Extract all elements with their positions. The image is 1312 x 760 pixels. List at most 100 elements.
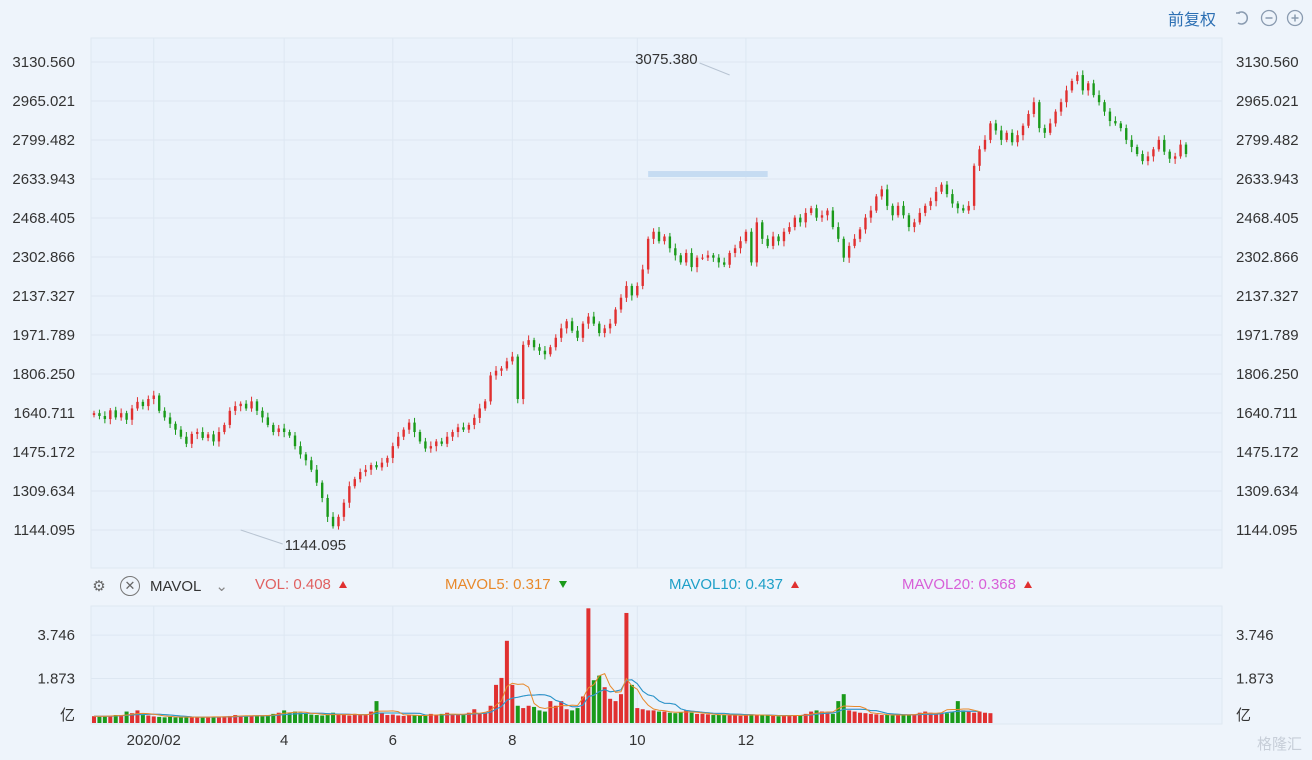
candle-body <box>1032 102 1036 114</box>
candle-body <box>266 417 270 425</box>
candle-body <box>473 417 476 425</box>
candle-body <box>147 399 150 407</box>
volume-bar <box>504 640 509 723</box>
volume-bar <box>450 714 455 723</box>
zoom-out-icon[interactable] <box>1260 9 1278 27</box>
candle-body <box>636 285 639 296</box>
volume-bar <box>597 675 602 723</box>
volume-bar <box>613 701 618 723</box>
volume-bar <box>901 715 906 723</box>
volume-unit-right: 亿 <box>1236 707 1251 724</box>
volume-bar <box>651 710 656 723</box>
candle-body <box>141 401 145 407</box>
volume-bar <box>629 684 634 723</box>
volume-bar <box>211 717 216 723</box>
volume-bar <box>347 715 352 723</box>
undo-icon[interactable] <box>1234 9 1252 27</box>
candle-body <box>1081 75 1084 91</box>
y-tick-label-right: 2302.866 <box>1236 249 1299 266</box>
volume-bar <box>466 712 471 723</box>
volume-bar <box>130 713 135 723</box>
volume-bar <box>646 710 651 723</box>
candle-body <box>109 410 112 420</box>
candle-body <box>516 356 519 400</box>
candle-body <box>842 238 845 258</box>
volume-bar <box>988 713 993 723</box>
volume-bar <box>559 701 564 723</box>
candle-body <box>739 241 742 249</box>
volume-bar <box>771 715 776 723</box>
candle-body <box>103 415 107 420</box>
volume-bar <box>972 712 977 723</box>
volume-bar <box>798 715 803 723</box>
candle-body <box>217 432 221 442</box>
mavol20-label: MAVOL20: <box>902 576 975 593</box>
volume-bar <box>580 696 585 723</box>
candle-body <box>652 231 655 239</box>
trend-up-icon <box>790 581 799 588</box>
candle-body <box>869 210 873 218</box>
volume-bar <box>586 608 591 723</box>
candle-body <box>717 257 720 263</box>
candle-body <box>1108 111 1112 122</box>
volume-bar <box>249 715 254 723</box>
price-adjust-toggle[interactable]: 前复权 <box>1167 12 1216 29</box>
candle-body <box>1135 146 1139 155</box>
candle-body <box>342 502 346 517</box>
candle-body <box>413 422 416 433</box>
candle-body <box>348 486 351 503</box>
candle-body <box>1097 95 1101 103</box>
volume-legend: ⚙ ✕ MAVOL ⌄ <box>88 574 250 598</box>
candle-body <box>625 285 628 298</box>
candle-body <box>1000 130 1003 140</box>
candle-body <box>864 217 867 230</box>
candle-body <box>896 205 900 216</box>
candle-body <box>766 238 769 246</box>
volume-bar <box>135 710 140 723</box>
indicator-select[interactable]: MAVOL <box>150 577 202 595</box>
volume-bar <box>711 715 716 723</box>
volume-bar <box>667 712 672 723</box>
volume-bar <box>722 715 727 723</box>
volume-y-tick-left: 3.746 <box>37 627 75 644</box>
volume-bar <box>184 717 189 723</box>
candle-body <box>733 248 737 253</box>
chevron-down-icon[interactable]: ⌄ <box>215 578 228 595</box>
candle-body <box>782 231 786 242</box>
volume-bar <box>396 715 401 723</box>
candle-body <box>320 482 324 498</box>
volume-bar <box>874 714 879 723</box>
close-icon[interactable]: ✕ <box>120 576 140 596</box>
candle-body <box>853 238 856 246</box>
candle-body <box>174 423 177 430</box>
candle-body <box>494 370 498 376</box>
candle-body <box>234 406 237 411</box>
volume-bar <box>640 709 645 723</box>
annotation-low: 1144.095 <box>285 537 346 554</box>
candle-body <box>1087 83 1090 91</box>
candle-body <box>272 424 275 433</box>
volume-bar <box>939 712 944 723</box>
settings-icon[interactable]: ⚙ <box>92 578 106 595</box>
volume-bar <box>472 709 477 723</box>
candle-body <box>934 191 938 202</box>
candle-body <box>521 344 525 400</box>
zoom-in-icon[interactable] <box>1286 9 1304 27</box>
candle-body <box>1152 149 1155 157</box>
volume-bar <box>173 717 178 723</box>
candle-body <box>168 417 172 424</box>
candle-body <box>560 328 563 338</box>
volume-bar <box>189 716 194 723</box>
volume-bar <box>934 713 939 723</box>
volume-bar <box>749 714 754 723</box>
candle-body <box>380 462 384 468</box>
candle-body <box>1130 139 1133 147</box>
volume-bar <box>635 708 640 723</box>
volume-bar <box>108 716 113 723</box>
candle-body <box>619 297 623 310</box>
y-tick-label-right: 1971.789 <box>1236 327 1299 344</box>
candle-body <box>978 149 981 166</box>
candle-body <box>206 434 210 438</box>
volume-bar <box>955 701 960 723</box>
